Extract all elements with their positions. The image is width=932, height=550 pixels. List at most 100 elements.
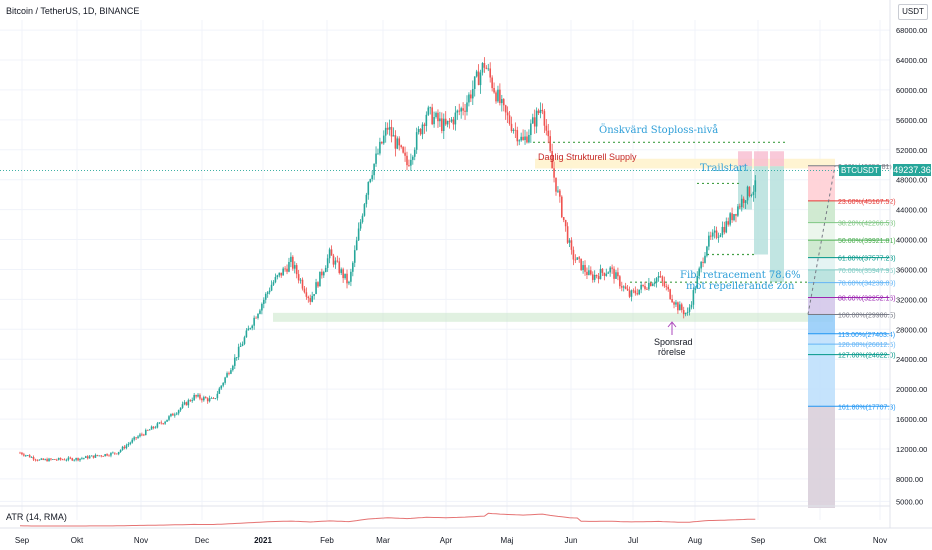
- candle-body: [561, 196, 563, 218]
- candle-body: [319, 271, 321, 287]
- candle-body: [272, 282, 275, 285]
- candle-body: [392, 135, 395, 137]
- candle-body: [671, 299, 673, 303]
- candle-body: [131, 439, 134, 443]
- candle-body: [96, 454, 99, 456]
- candle-body: [442, 118, 445, 131]
- candle-body: [340, 269, 343, 273]
- candle-body: [729, 213, 731, 225]
- candle-body: [688, 307, 691, 312]
- candle-body: [251, 325, 253, 329]
- candle-body: [524, 136, 526, 141]
- candle-body: [247, 328, 250, 331]
- candle-body: [493, 88, 495, 93]
- candle-body: [117, 451, 120, 455]
- candle-body: [692, 290, 695, 305]
- candle-body: [102, 456, 105, 457]
- candle-body: [737, 206, 739, 216]
- candle-body: [295, 265, 298, 275]
- candle-body: [197, 394, 199, 397]
- target-box-3: [770, 151, 784, 167]
- candle-body: [537, 110, 540, 114]
- candle-body: [257, 313, 259, 319]
- candle-body: [669, 289, 671, 300]
- candle-body: [533, 117, 536, 127]
- candle-body: [694, 288, 697, 291]
- y-tick-label: 68000.00: [896, 26, 927, 35]
- candle-body: [57, 458, 60, 460]
- candle-body: [415, 132, 418, 150]
- candle-body: [81, 458, 83, 460]
- candle-body: [162, 423, 164, 425]
- y-tick-label: 32000.00: [896, 295, 927, 304]
- candle-body: [735, 214, 737, 216]
- candle-body: [626, 288, 629, 291]
- candle-body: [336, 260, 339, 262]
- candle-body: [744, 200, 747, 203]
- candle-body: [46, 459, 48, 462]
- fib-band: [808, 282, 835, 298]
- candle-body: [127, 443, 130, 446]
- fib-band: [808, 240, 835, 258]
- candle-body: [406, 155, 408, 166]
- candle-body: [311, 295, 313, 302]
- candle-body: [168, 416, 170, 420]
- candle-body: [137, 436, 139, 439]
- candle-body: [50, 458, 52, 460]
- candle-body: [435, 112, 437, 118]
- candle-body: [506, 112, 509, 116]
- candle-body: [330, 249, 333, 256]
- sponsored-annotation-line1: Sponsrad: [654, 337, 693, 347]
- y-tick-label: 48000.00: [896, 176, 927, 185]
- supply-annotation: Daglig Strukturell Supply: [538, 152, 637, 162]
- candle-body: [396, 138, 399, 149]
- candle-body: [353, 250, 356, 263]
- candle-body: [572, 249, 575, 260]
- candle-body: [174, 414, 176, 416]
- fib-level-label: 50.00%(39921.81): [838, 238, 896, 245]
- candle-body: [282, 268, 284, 276]
- candle-body: [739, 206, 741, 208]
- candle-body: [106, 454, 108, 456]
- candle-body: [545, 125, 548, 131]
- currency-button[interactable]: USDT: [898, 4, 928, 20]
- fib-trend-line: [807, 165, 836, 315]
- candle-body: [156, 423, 159, 428]
- candle-body: [193, 394, 195, 401]
- candle-body: [431, 107, 433, 125]
- atr-line: [19, 512, 756, 527]
- candle-body: [471, 88, 474, 99]
- candle-body: [661, 276, 664, 282]
- candle-body: [514, 129, 517, 131]
- candle-body: [603, 272, 606, 276]
- candle-body: [255, 317, 257, 319]
- atr-indicator-label[interactable]: ATR (14, RMA): [6, 512, 67, 522]
- candle-body: [201, 398, 203, 401]
- candle-body: [216, 393, 219, 399]
- candle-body: [394, 135, 397, 149]
- candle-body: [547, 130, 550, 137]
- candle-body: [301, 279, 304, 289]
- candle-body: [466, 102, 468, 112]
- candle-body: [40, 458, 43, 460]
- candle-body: [303, 288, 306, 293]
- candle-body: [26, 455, 29, 457]
- y-tick-label: 44000.00: [896, 206, 927, 215]
- candle-body: [593, 274, 596, 280]
- candle-body: [119, 449, 122, 452]
- candle-body: [65, 459, 68, 461]
- candle-body: [367, 181, 370, 195]
- candle-body: [402, 147, 404, 153]
- candle-body: [222, 382, 224, 386]
- candle-body: [452, 119, 455, 125]
- candle-body: [230, 370, 232, 374]
- candle-body: [497, 89, 499, 102]
- candle-body: [448, 120, 451, 122]
- candle-body: [535, 110, 538, 127]
- candle-body: [750, 195, 753, 197]
- candle-body: [398, 138, 401, 146]
- candle-body: [591, 274, 594, 280]
- candle-body: [263, 299, 265, 304]
- candle-body: [94, 454, 97, 458]
